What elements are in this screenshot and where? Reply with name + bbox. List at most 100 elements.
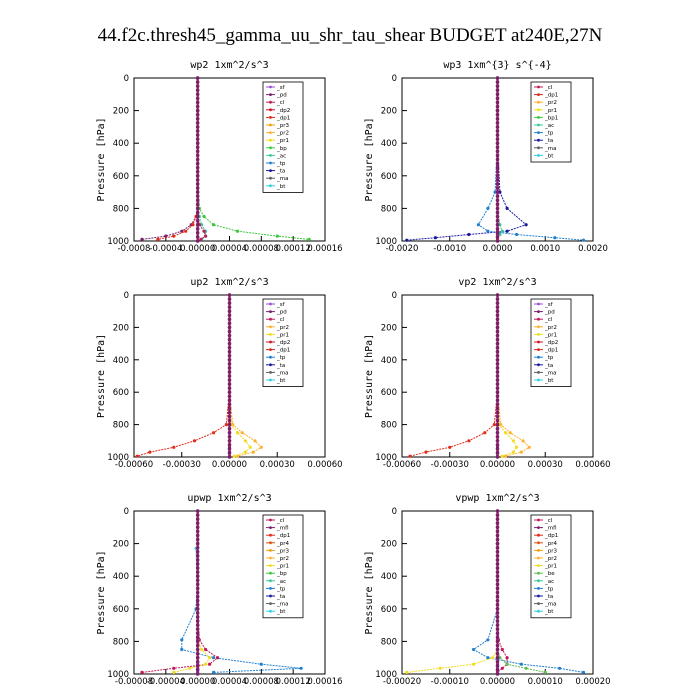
y-tick-label: 0 — [124, 74, 129, 84]
legend-marker — [537, 302, 540, 306]
data-point — [508, 431, 512, 435]
y-tick-label: 600 — [113, 388, 129, 398]
x-tick-label: 0.00000 — [180, 677, 215, 687]
zero-profile-marker — [495, 92, 500, 97]
zero-profile-marker — [195, 659, 200, 664]
legend-label: _ma — [544, 146, 556, 152]
zero-profile-marker — [495, 574, 500, 578]
zero-profile-marker — [495, 426, 500, 431]
data-point — [243, 439, 247, 443]
zero-profile-marker — [495, 602, 500, 607]
legend-label: _ac — [544, 579, 554, 585]
zero-profile-marker — [495, 198, 500, 203]
zero-profile-marker — [495, 222, 500, 227]
data-point — [212, 656, 216, 660]
data-point — [511, 439, 515, 443]
legend-label: _dp1 — [544, 533, 558, 539]
data-point — [172, 445, 176, 449]
zero-profile-marker — [495, 562, 500, 566]
zero-profile-marker — [195, 635, 200, 640]
data-point — [184, 229, 188, 233]
zero-profile-marker — [195, 112, 200, 117]
legend-marker — [269, 302, 272, 306]
legend-marker — [537, 131, 540, 135]
zero-profile-marker — [195, 169, 200, 174]
zero-profile-marker — [495, 627, 500, 631]
zero-profile-marker — [227, 333, 232, 338]
data-point — [486, 638, 490, 642]
zero-profile-marker — [495, 443, 500, 447]
zero-profile-marker — [195, 647, 200, 652]
zero-profile-marker — [495, 362, 500, 366]
zero-profile-marker — [195, 88, 200, 93]
zero-profile-marker — [195, 194, 200, 198]
zero-profile-marker — [495, 186, 500, 190]
zero-profile-marker — [195, 125, 200, 129]
legend-label: _pr2 — [276, 556, 289, 562]
zero-profile-marker — [495, 321, 500, 326]
legend-label: _cl — [544, 85, 553, 91]
series-line-pd — [141, 78, 199, 240]
zero-profile-marker — [195, 129, 200, 133]
zero-profile-marker — [495, 554, 500, 558]
data-point — [558, 666, 562, 670]
legend-label: _pd — [544, 310, 555, 316]
zero-profile-marker — [227, 386, 232, 390]
data-point — [486, 656, 490, 660]
zero-profile-marker — [195, 562, 200, 566]
legend-marker — [269, 184, 272, 188]
data-point — [500, 647, 504, 652]
data-point — [519, 450, 524, 454]
zero-profile-marker — [495, 655, 500, 660]
zero-profile-marker — [195, 554, 200, 558]
legend-marker — [537, 579, 540, 583]
y-tick-label: 800 — [381, 204, 397, 214]
y-tick-label: 400 — [113, 139, 129, 149]
zero-profile-marker — [495, 631, 500, 636]
y-tick-label: 600 — [381, 605, 397, 615]
zero-profile-marker — [195, 529, 200, 534]
x-tick-label: 0.0010 — [530, 244, 560, 254]
zero-profile-marker — [495, 615, 500, 619]
series-line-dp1 — [157, 78, 199, 240]
legend-marker — [269, 579, 272, 583]
data-point — [248, 445, 252, 449]
zero-profile-marker — [495, 594, 500, 599]
data-point — [172, 666, 176, 670]
y-tick-label: 200 — [113, 540, 129, 550]
legend-label: _ma — [276, 602, 288, 608]
zero-profile-marker — [195, 574, 200, 578]
y-tick-label: 0 — [124, 507, 129, 517]
zero-profile-marker — [495, 80, 500, 84]
zero-profile-marker — [195, 533, 200, 538]
zero-profile-marker — [495, 370, 500, 374]
zero-profile-marker — [195, 210, 200, 215]
zero-profile-marker — [195, 586, 200, 591]
legend-label: _sf — [544, 302, 554, 308]
legend-marker — [537, 571, 540, 575]
legend-marker — [269, 100, 272, 104]
y-tick-label: 1000 — [375, 453, 397, 463]
zero-profile-marker — [195, 141, 200, 145]
zero-profile-marker — [495, 651, 500, 656]
y-tick-label: 400 — [113, 572, 129, 582]
data-point — [503, 454, 508, 458]
data-point — [524, 223, 528, 227]
legend-label: _dp2 — [544, 340, 558, 346]
data-point — [467, 232, 471, 237]
zero-profile-marker — [227, 325, 232, 330]
x-tick-label: 0.00016 — [307, 244, 342, 254]
x-tick-label: -0.00060 — [115, 460, 153, 470]
zero-profile-marker — [495, 153, 500, 158]
series-line-ta — [406, 78, 528, 241]
data-point — [202, 214, 206, 219]
legend-marker — [537, 348, 540, 351]
zero-profile-marker — [495, 590, 500, 595]
chart-panel-5: upwp 1xm^2/s^3 Pressure [hPa] 0 200 400 600 80… — [96, 493, 343, 687]
data-point — [505, 229, 509, 233]
zero-profile-marker — [495, 623, 500, 627]
legend-marker — [537, 100, 540, 104]
zero-profile-marker — [495, 586, 500, 591]
legend-marker — [537, 518, 540, 522]
y-tick-label: 800 — [113, 421, 129, 431]
